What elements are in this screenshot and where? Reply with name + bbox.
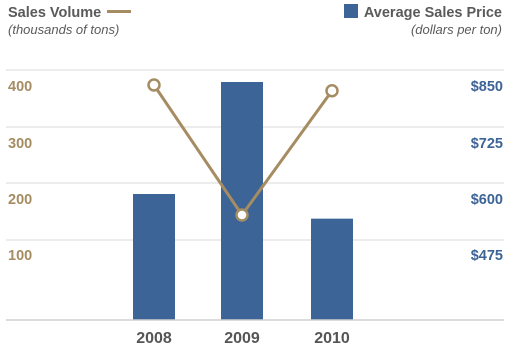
x-tick-label: 2009 bbox=[224, 330, 260, 347]
sales-volume-legend: Sales Volume (thousands of tons) bbox=[8, 5, 132, 37]
bar-2009 bbox=[221, 82, 263, 320]
bar-2008 bbox=[133, 194, 175, 320]
point-2010 bbox=[325, 84, 339, 98]
sales-volume-unit: (thousands of tons) bbox=[8, 22, 120, 37]
right-tick-label: $475 bbox=[471, 248, 503, 264]
x-tick-label: 2008 bbox=[136, 330, 172, 347]
sales-volume-title: Sales Volume bbox=[8, 5, 102, 21]
point-2009 bbox=[235, 208, 249, 222]
right-tick-label: $725 bbox=[471, 136, 503, 152]
bar-legend-key bbox=[343, 4, 358, 19]
average-sales-price-legend: Average Sales Price (dollars per ton) bbox=[343, 4, 502, 37]
line-legend-key bbox=[107, 9, 132, 13]
left-tick-label: 300 bbox=[8, 136, 32, 152]
point-2008 bbox=[147, 78, 161, 92]
average-sales-price-title: Average Sales Price bbox=[363, 5, 502, 21]
average-sales-price-unit: (dollars per ton) bbox=[410, 22, 502, 37]
x-tick-label: 2010 bbox=[314, 330, 350, 347]
left-tick-label: 400 bbox=[8, 79, 32, 95]
right-tick-label: $850 bbox=[471, 79, 503, 95]
left-tick-label: 200 bbox=[8, 192, 32, 208]
left-tick-label: 100 bbox=[8, 248, 32, 264]
right-tick-label: $600 bbox=[471, 192, 503, 208]
bar-2010 bbox=[311, 218, 353, 320]
